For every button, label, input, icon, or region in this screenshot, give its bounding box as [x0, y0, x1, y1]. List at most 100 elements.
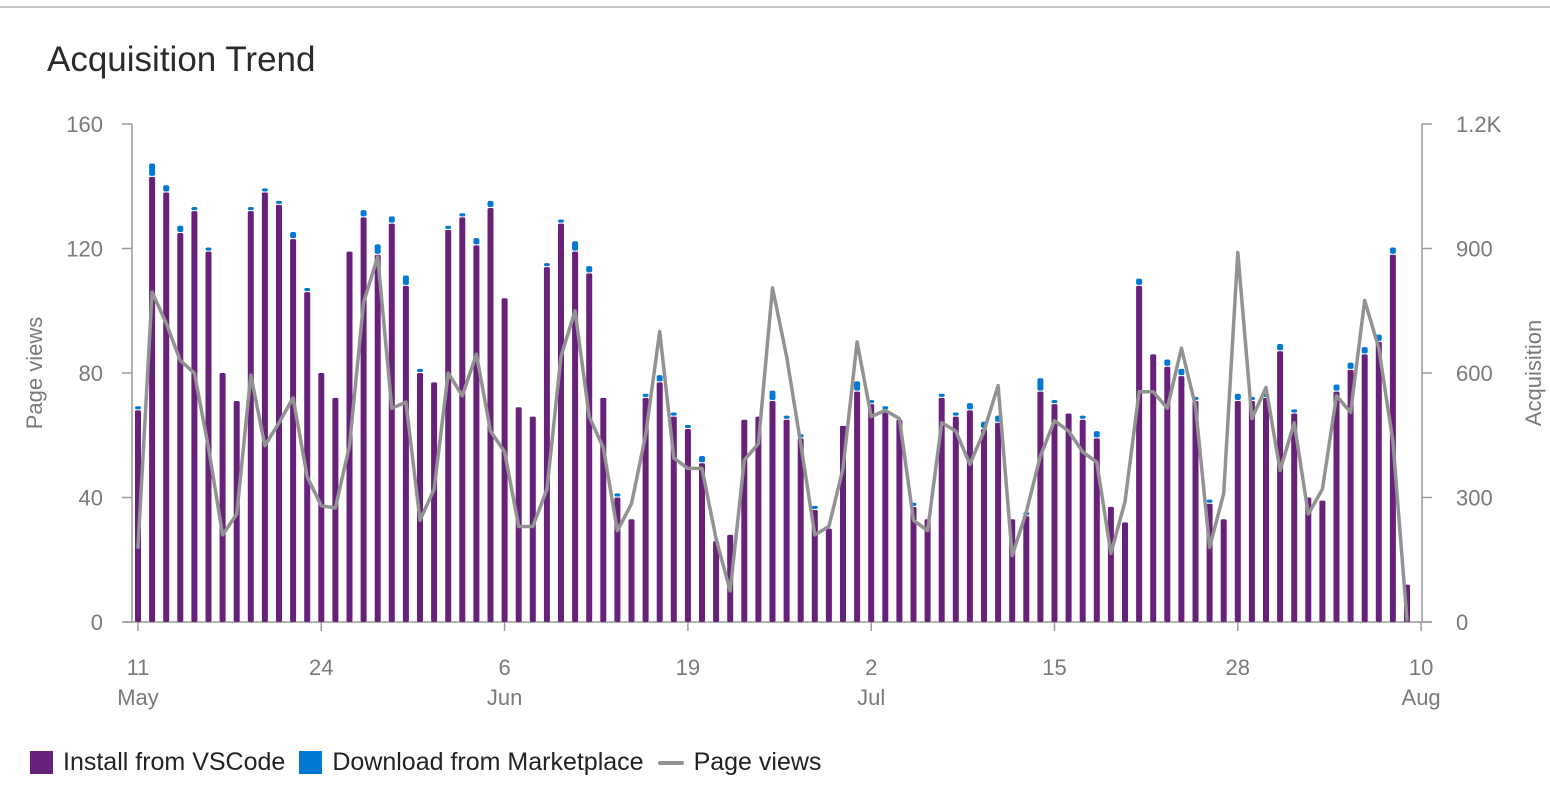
download-bar: [783, 415, 790, 419]
install-bar: [1178, 376, 1185, 622]
install-bar: [459, 217, 466, 622]
download-bar: [684, 424, 691, 429]
install-bar: [163, 192, 170, 622]
install-bar: [783, 419, 790, 622]
download-bar: [1037, 378, 1044, 391]
download-bar: [1136, 278, 1143, 285]
install-bar: [219, 373, 226, 622]
install-bar: [910, 506, 917, 622]
install-bar: [1347, 369, 1354, 622]
install-bar: [473, 245, 480, 622]
left-tick-label: 120: [66, 237, 103, 262]
download-bar: [1178, 368, 1185, 376]
x-tick-label: 6: [498, 655, 510, 680]
download-bar: [938, 393, 945, 397]
right-tick-label: 1.2K: [1456, 112, 1502, 137]
install-bar: [882, 410, 889, 622]
install-bar: [1107, 506, 1114, 622]
acquisition-chart: 0 40 80 120 160 0 300 600 900 1.2K Page views Acqui…: [22, 112, 1546, 710]
install-bar: [572, 251, 579, 623]
chart-title: Acquisition Trend: [47, 40, 316, 79]
legend-item-download[interactable]: Download from Marketplace: [299, 748, 644, 777]
download-bar: [543, 263, 550, 267]
download-bar: [586, 266, 593, 273]
download-swatch: [299, 751, 323, 774]
x-tick-label: 10: [1409, 655, 1433, 680]
install-bar: [896, 419, 903, 622]
download-bar: [191, 207, 198, 211]
download-bar: [811, 505, 818, 509]
download-bar: [149, 163, 156, 176]
install-bar: [670, 416, 677, 622]
download-bar: [642, 393, 649, 397]
install-bar: [868, 404, 875, 622]
install-bar: [529, 416, 536, 622]
install-bar: [290, 239, 297, 622]
right-tick-label: 900: [1456, 237, 1493, 262]
install-bar: [276, 204, 282, 623]
install-bar: [938, 397, 945, 622]
download-bar: [205, 247, 212, 251]
left-tick-label: 40: [79, 486, 103, 511]
download-bar: [1347, 362, 1354, 369]
chart-legend: Install from VSCode Download from Market…: [30, 748, 835, 777]
download-bar: [699, 456, 705, 463]
download-bar: [402, 275, 409, 285]
x-tick-sublabel: May: [117, 685, 159, 710]
download-bar: [1093, 431, 1100, 438]
legend-item-install[interactable]: Install from VSCode: [30, 748, 285, 777]
install-bar: [642, 397, 649, 622]
install-swatch: [30, 751, 53, 774]
install-bar: [1305, 497, 1312, 622]
download-bar: [1051, 400, 1058, 404]
top-divider: [0, 6, 1550, 8]
install-bar: [1319, 500, 1326, 622]
x-tick-sublabel: Aug: [1402, 685, 1441, 710]
download-bar: [1164, 359, 1171, 366]
x-tick-label: 19: [676, 655, 700, 680]
left-tick-label: 80: [79, 361, 103, 386]
download-bar: [769, 390, 776, 401]
install-bar: [952, 416, 959, 622]
install-bar: [628, 519, 635, 622]
install-bar: [797, 438, 804, 622]
install-bar: [755, 416, 762, 622]
pageviews-swatch: [657, 760, 684, 765]
install-bar: [1150, 354, 1157, 622]
install-bar: [1093, 438, 1100, 622]
right-axis-title: Acquisition: [1521, 320, 1546, 426]
install-bar: [586, 273, 593, 622]
install-bar: [149, 176, 156, 622]
install-bar: [995, 422, 1002, 622]
install-bar: [558, 223, 564, 622]
install-bar: [966, 410, 973, 622]
install-bar: [1277, 351, 1284, 622]
install-bar: [924, 519, 931, 622]
download-bar: [1234, 393, 1241, 401]
left-axis-title: Page views: [22, 317, 47, 430]
install-bar: [741, 419, 748, 622]
install-bar: [981, 429, 987, 622]
download-bar: [1206, 499, 1213, 503]
download-bar: [952, 412, 959, 416]
install-bar: [1333, 391, 1340, 622]
download-bar: [247, 207, 254, 211]
download-bar: [261, 188, 268, 192]
install-bar: [374, 254, 381, 622]
install-bar: [769, 401, 776, 622]
install-bar: [205, 251, 212, 623]
download-bar: [1079, 415, 1086, 419]
install-bar: [1051, 404, 1058, 622]
download-bar: [1389, 247, 1396, 254]
install-bar: [1065, 413, 1072, 622]
legend-item-pageviews[interactable]: Page views: [657, 748, 821, 777]
install-bar: [811, 509, 818, 622]
download-bar: [656, 375, 663, 382]
install-bar: [1164, 366, 1171, 622]
x-tick-label: 11: [127, 655, 150, 680]
x-tick-label: 24: [309, 655, 333, 680]
download-bar: [1277, 343, 1284, 351]
install-bar: [247, 211, 254, 622]
install-bar: [713, 541, 720, 622]
download-bar: [163, 185, 170, 192]
